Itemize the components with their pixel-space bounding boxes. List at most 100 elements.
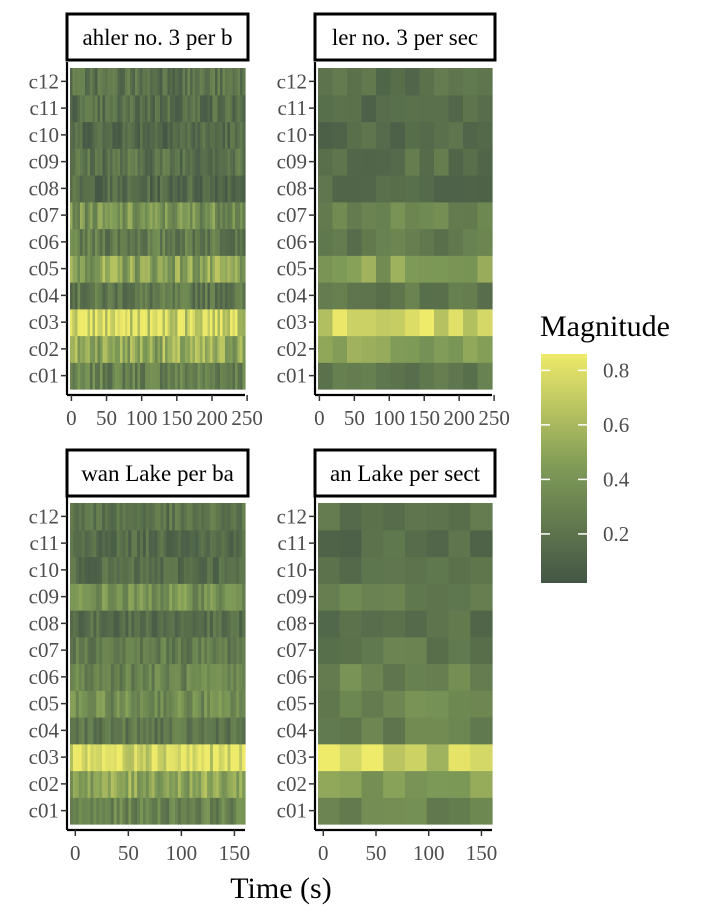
- heat-cell: [177, 308, 181, 337]
- heat-cell: [339, 743, 363, 772]
- heat-cell: [186, 636, 191, 665]
- heat-cell: [448, 308, 464, 337]
- heat-cell: [225, 148, 229, 176]
- heat-cell: [198, 610, 202, 638]
- heat-cell: [75, 308, 79, 337]
- heat-cell: [339, 556, 363, 584]
- facet-panel-2: ler no. 3 per secc01c02c03c04c05c06c07c0…: [277, 12, 510, 430]
- heat-cell: [186, 717, 191, 745]
- heat-cell: [77, 228, 81, 256]
- heat-cell: [197, 362, 201, 390]
- heat-cell: [448, 121, 464, 149]
- heat-cell: [318, 335, 334, 363]
- heat-cell: [347, 121, 363, 149]
- heat-cell: [116, 583, 121, 611]
- heat-cell: [100, 148, 104, 176]
- heat-cell: [180, 770, 185, 798]
- heat-cell: [122, 743, 127, 772]
- heat-cell: [107, 636, 112, 665]
- heat-cell: [242, 255, 246, 283]
- heat-cell: [202, 362, 206, 390]
- heat-cell: [95, 148, 99, 176]
- heat-cell: [107, 610, 112, 638]
- heat-cell: [426, 583, 450, 611]
- heat-cell: [361, 743, 384, 772]
- legend-title: Magnitude: [540, 310, 670, 343]
- heat-cell: [112, 68, 116, 96]
- heat-cell: [187, 255, 191, 283]
- colorbar-label: 0.4: [603, 467, 630, 491]
- heat-cell: [145, 335, 149, 363]
- heat-cell: [175, 636, 179, 665]
- heat-cell: [215, 743, 220, 772]
- y-tick-label: c08: [29, 176, 59, 200]
- heat-cell: [318, 717, 341, 745]
- heat-cell: [75, 610, 80, 638]
- heat-cell: [116, 529, 121, 558]
- heat-cell: [169, 797, 173, 825]
- heat-cell: [463, 282, 479, 310]
- heat-cell: [172, 503, 176, 531]
- heat-cell: [189, 770, 194, 798]
- heat-cell: [87, 282, 91, 310]
- heat-cell: [151, 610, 156, 638]
- heat-cell: [207, 556, 211, 584]
- heat-cell: [318, 148, 334, 176]
- heat-cell: [215, 690, 220, 718]
- heat-cell: [77, 362, 81, 390]
- heat-cell: [105, 663, 109, 691]
- heat-cell: [148, 663, 153, 691]
- heat-cell: [192, 529, 197, 558]
- heat-cell: [177, 148, 181, 176]
- heat-cell: [152, 362, 156, 390]
- heat-cell: [347, 362, 363, 390]
- heat-cell: [70, 610, 74, 638]
- heat-cell: [195, 201, 199, 230]
- heat-cell: [110, 308, 114, 337]
- heat-cell: [96, 770, 100, 798]
- heat-cell: [110, 717, 115, 745]
- heat-cell: [225, 94, 229, 123]
- heat-cell: [125, 228, 129, 256]
- heat-cell: [405, 503, 428, 531]
- heat-cell: [224, 503, 229, 531]
- heat-cell: [105, 503, 109, 531]
- heat-cell: [227, 362, 231, 390]
- y-tick-label: c09: [29, 585, 59, 609]
- heat-cell: [122, 335, 126, 363]
- heat-cell: [212, 175, 216, 203]
- heat-cell: [187, 228, 191, 256]
- heat-cell: [227, 583, 232, 611]
- heat-cell: [210, 94, 214, 123]
- heat-cell: [115, 121, 119, 149]
- heat-cell: [242, 503, 246, 531]
- heat-cell: [215, 717, 220, 745]
- heat-cell: [242, 529, 246, 558]
- heat-cell: [105, 148, 109, 176]
- heat-cell: [77, 282, 81, 310]
- heat-cell: [332, 175, 348, 203]
- heat-cell: [230, 175, 234, 203]
- heat-cell: [242, 717, 246, 745]
- heat-cell: [192, 503, 197, 531]
- heat-cell: [210, 663, 214, 691]
- heat-cell: [240, 94, 244, 123]
- heat-cell: [107, 690, 112, 718]
- heat-cell: [160, 255, 164, 283]
- heat-cell: [150, 282, 154, 310]
- heat-cell: [72, 556, 77, 584]
- heat-cell: [212, 335, 216, 363]
- heat-cell: [197, 335, 201, 363]
- heat-cell: [87, 690, 92, 718]
- heat-cell: [132, 255, 136, 283]
- heat-cell: [180, 743, 185, 772]
- heat-cell: [383, 556, 406, 584]
- heat-cell: [70, 743, 74, 772]
- heat-cell: [112, 308, 116, 337]
- heat-cell: [434, 335, 450, 363]
- heat-cell: [318, 636, 341, 665]
- heat-cell: [117, 335, 121, 363]
- heat-cell: [162, 201, 166, 230]
- heat-cell: [236, 743, 240, 772]
- heat-cell: [85, 362, 89, 390]
